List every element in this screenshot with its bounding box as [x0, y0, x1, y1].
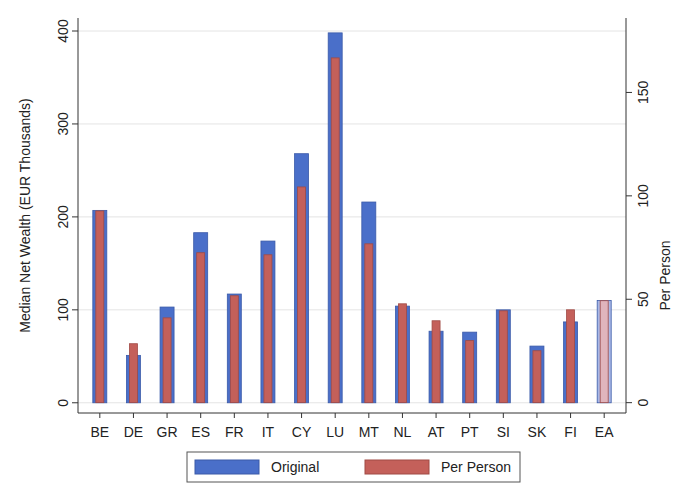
y-tick: [72, 31, 78, 32]
y2-tick: [626, 92, 632, 93]
chart: 0 100 200 300 400 0 50 100 150 BE DE GR ES FR IT CY LU MT…: [0, 0, 695, 484]
bar: [600, 301, 608, 403]
bar: [530, 346, 544, 403]
y-axis-title: Median Net Wealth (EUR Thousands): [17, 98, 33, 332]
legend-swatch: [365, 460, 429, 474]
grid-line: [78, 216, 626, 217]
grid-line: [78, 123, 626, 124]
y2-tick-label: 150: [635, 81, 651, 105]
x-tick: [536, 413, 537, 418]
bar: [194, 233, 208, 403]
x-axis: [78, 413, 626, 414]
bar: [567, 310, 575, 403]
bar: [463, 332, 477, 403]
x-tick: [604, 413, 605, 418]
x-tick-label: CY: [292, 424, 312, 440]
y-tick: [72, 309, 78, 310]
bar: [432, 321, 440, 403]
bar: [398, 304, 406, 403]
y-tick-label: 200: [55, 205, 71, 229]
bar: [533, 351, 541, 403]
y-tick: [72, 216, 78, 217]
bar: [466, 341, 474, 403]
x-tick: [301, 413, 302, 418]
x-tick: [200, 413, 201, 418]
y-tick: [72, 123, 78, 124]
x-tick: [436, 413, 437, 418]
bar: [295, 154, 309, 403]
legend-label: Original: [271, 459, 319, 475]
legend-box: [187, 452, 520, 482]
bar: [298, 187, 306, 403]
bars: [93, 33, 611, 403]
x-tick: [368, 413, 369, 418]
y2-tick: [626, 195, 632, 196]
legend-swatch: [195, 460, 259, 474]
x-tick-label: FI: [564, 424, 576, 440]
bar: [362, 202, 376, 403]
legend-label: Per Person: [441, 459, 511, 475]
x-tick-label: BE: [90, 424, 109, 440]
x-tick-label: SK: [528, 424, 547, 440]
x-tick-label: GR: [157, 424, 178, 440]
x-tick-label: LU: [326, 424, 344, 440]
y-tick-label: 300: [55, 112, 71, 136]
x-tick-label: DE: [124, 424, 143, 440]
x-tick: [267, 413, 268, 418]
y2-tick-label: 0: [635, 399, 651, 407]
y-tick-label: 400: [55, 19, 71, 43]
x-tick-label: AT: [428, 424, 445, 440]
x-tick: [469, 413, 470, 418]
bar: [597, 301, 611, 403]
x-tick-label: EA: [595, 424, 614, 440]
grid-line: [78, 31, 626, 32]
y-tick-label: 100: [55, 298, 71, 322]
y2-tick: [626, 402, 632, 403]
x-tick: [99, 413, 100, 418]
x-tick-label: ES: [191, 424, 210, 440]
y-axis: [78, 18, 79, 413]
bar: [93, 210, 107, 402]
x-tick: [167, 413, 168, 418]
x-tick-label: NL: [393, 424, 411, 440]
x-tick-label: IT: [262, 424, 275, 440]
x-tick: [133, 413, 134, 418]
x-tick-label: MT: [359, 424, 380, 440]
bar: [129, 344, 137, 403]
y-tick: [72, 402, 78, 403]
bar: [328, 33, 342, 403]
x-tick: [503, 413, 504, 418]
bar: [163, 318, 171, 403]
bar: [331, 58, 339, 403]
x-tick: [570, 413, 571, 418]
y2-axis: [626, 18, 627, 413]
x-tick: [402, 413, 403, 418]
x-tick-label: PT: [461, 424, 479, 440]
bar: [496, 310, 510, 403]
bar: [264, 255, 272, 403]
bar: [499, 311, 507, 403]
x-tick: [335, 413, 336, 418]
bar: [227, 294, 241, 403]
bar: [365, 244, 373, 403]
background: [0, 0, 695, 484]
bar: [96, 211, 104, 403]
x-tick: [234, 413, 235, 418]
x-tick-label: SI: [497, 424, 510, 440]
x-tick-label: FR: [225, 424, 244, 440]
y2-tick-label: 100: [635, 184, 651, 208]
bar: [197, 253, 205, 403]
y2-tick: [626, 299, 632, 300]
y2-axis-title: Per Person: [657, 240, 673, 310]
y2-tick-label: 50: [635, 291, 651, 307]
bar: [230, 296, 238, 403]
bar: [160, 307, 174, 403]
bar: [261, 241, 275, 403]
y-tick-label: 0: [55, 399, 71, 407]
